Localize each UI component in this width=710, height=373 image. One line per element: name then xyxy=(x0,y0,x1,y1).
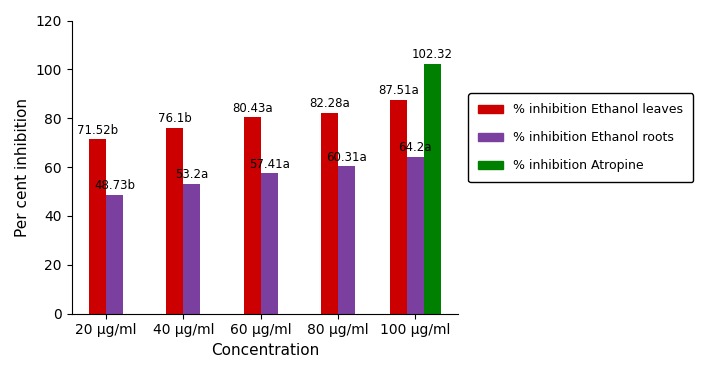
Text: 60.31a: 60.31a xyxy=(326,151,367,164)
Text: 48.73b: 48.73b xyxy=(94,179,135,192)
Bar xyxy=(261,173,278,314)
Bar xyxy=(424,64,441,314)
Text: 57.41a: 57.41a xyxy=(248,158,290,171)
Text: 102.32: 102.32 xyxy=(412,48,453,61)
Text: 76.1b: 76.1b xyxy=(158,112,192,125)
Bar xyxy=(321,113,338,314)
Bar xyxy=(166,128,183,314)
Bar xyxy=(338,166,355,314)
Bar xyxy=(183,184,200,314)
Y-axis label: Per cent inhibition: Per cent inhibition xyxy=(15,98,30,236)
Text: 53.2a: 53.2a xyxy=(175,168,209,181)
Legend: % inhibition Ethanol leaves, % inhibition Ethanol roots, % inhibition Atropine: % inhibition Ethanol leaves, % inhibitio… xyxy=(469,93,694,182)
Bar xyxy=(407,157,424,314)
X-axis label: Concentration: Concentration xyxy=(211,343,319,358)
Text: 71.52b: 71.52b xyxy=(77,123,119,137)
Text: 82.28a: 82.28a xyxy=(309,97,350,110)
Bar xyxy=(89,139,106,314)
Text: 64.2a: 64.2a xyxy=(398,141,432,154)
Bar xyxy=(390,100,407,314)
Bar xyxy=(244,117,261,314)
Text: 87.51a: 87.51a xyxy=(378,84,419,97)
Text: 80.43a: 80.43a xyxy=(232,102,273,115)
Bar xyxy=(106,195,124,314)
